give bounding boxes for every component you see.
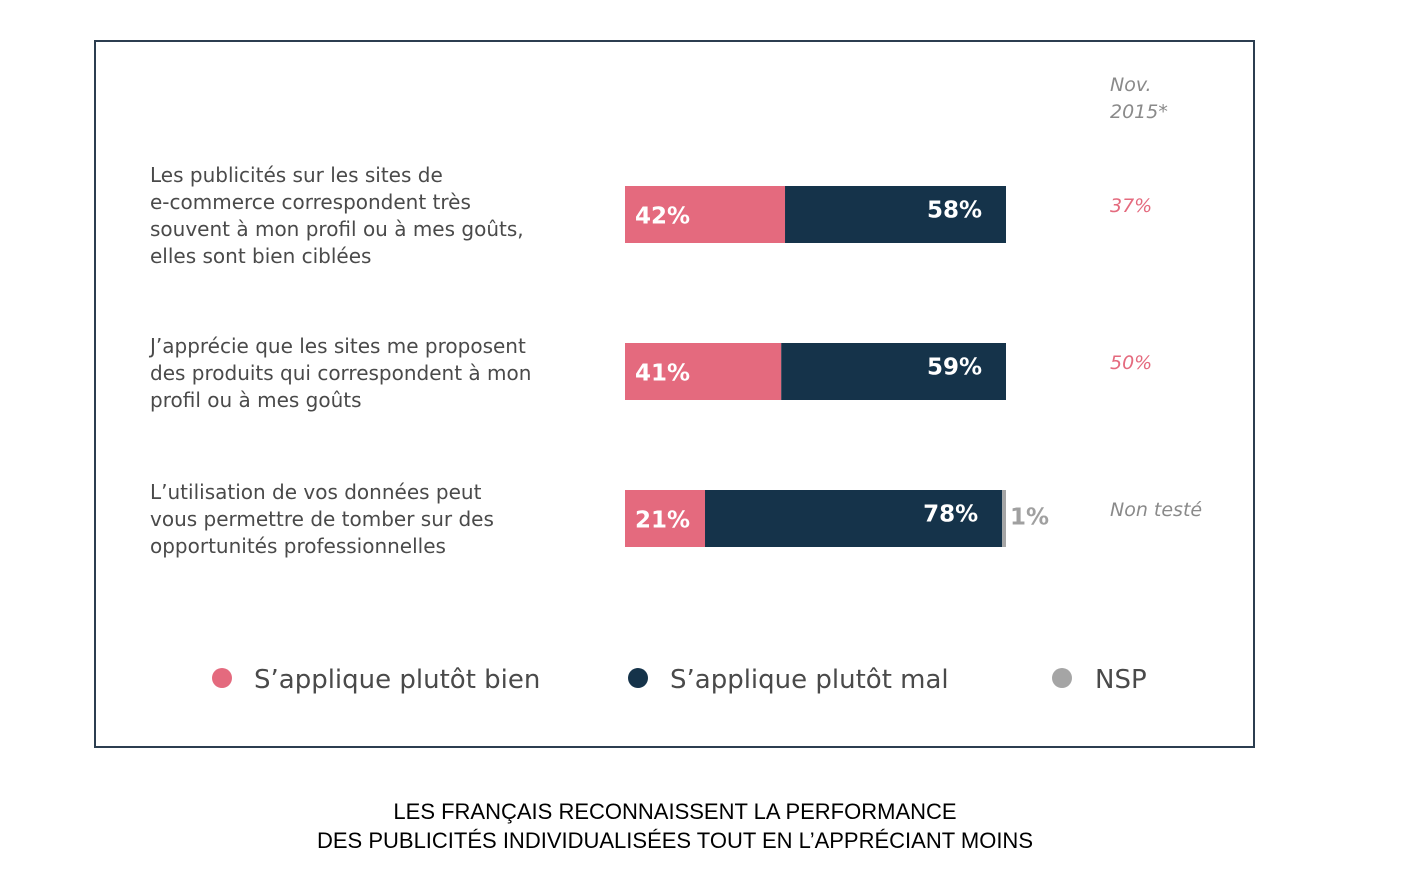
category-label-line: profil ou à mes goûts	[150, 388, 362, 412]
row-2: J’apprécie que les sites me proposent des…	[148, 334, 1152, 412]
legend-item-3: NSP	[1052, 665, 1147, 695]
data-label: 41%	[635, 361, 690, 387]
legend-label: S’applique plutôt mal	[670, 665, 949, 695]
bar-segment	[1002, 490, 1006, 547]
data-label: 1%	[1010, 505, 1049, 531]
reference-header-line-1: Nov.	[1110, 74, 1152, 96]
bar-segment	[625, 343, 782, 400]
bar-segment	[781, 343, 1006, 400]
chart-frame	[94, 40, 1255, 748]
legend: S’applique plutôt bien S’applique plutôt …	[212, 665, 1147, 695]
data-label: 59%	[927, 355, 982, 381]
reference-value: 50%	[1110, 352, 1152, 374]
category-label-line: e-commerce correspondent très	[150, 190, 471, 214]
legend-item-2: S’applique plutôt mal	[628, 665, 949, 695]
legend-item-1: S’applique plutôt bien	[212, 665, 540, 695]
legend-label: S’applique plutôt bien	[254, 665, 540, 695]
bar-segment	[625, 490, 706, 547]
data-label: 78%	[923, 502, 978, 528]
category-label-line: Les publicités sur les sites de	[150, 163, 443, 187]
reference-value: Non testé	[1110, 499, 1202, 521]
reference-header: Nov. 2015*	[1110, 74, 1168, 123]
legend-marker	[628, 668, 648, 688]
caption-line-2: DES PUBLICITÉS INDIVIDUALISÉES TOUT EN L…	[316, 828, 1033, 853]
category-label-line: J’apprécie que les sites me proposent	[148, 334, 526, 358]
chart-rows: Les publicités sur les sites de e-commerc…	[148, 163, 1202, 558]
data-label: 58%	[927, 198, 982, 224]
caption-line-1: LES FRANÇAIS RECONNAISSENT LA PERFORMANC…	[393, 799, 957, 824]
bar-segment	[625, 186, 786, 243]
category-label-line: vous permettre de tomber sur des	[150, 507, 494, 531]
data-label: 21%	[635, 508, 690, 534]
chart-caption: LES FRANÇAIS RECONNAISSENT LA PERFORMANC…	[0, 797, 1350, 855]
reference-header-line-2: 2015*	[1110, 101, 1168, 123]
data-label: 42%	[635, 204, 690, 230]
legend-label: NSP	[1095, 665, 1147, 695]
bar-segment	[785, 186, 1006, 243]
row-3: L’utilisation de vos données peut vous pe…	[150, 480, 1202, 558]
reference-value: 37%	[1110, 195, 1152, 217]
bar-segment	[705, 490, 1003, 547]
category-label-line: des produits qui correspondent à mon	[150, 361, 531, 385]
category-label-line: souvent à mon profil ou à mes goûts,	[150, 217, 524, 241]
category-label-line: opportunités professionnelles	[150, 534, 446, 558]
legend-marker	[1052, 668, 1072, 688]
category-label-line: L’utilisation de vos données peut	[150, 480, 482, 504]
legend-marker	[212, 668, 232, 688]
row-1: Les publicités sur les sites de e-commerc…	[150, 163, 1152, 268]
category-label-line: elles sont bien ciblées	[150, 244, 371, 268]
